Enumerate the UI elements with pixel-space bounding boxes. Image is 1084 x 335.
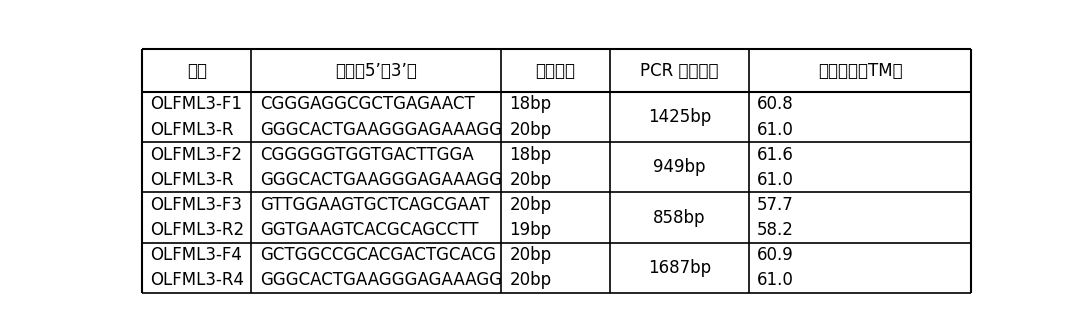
Text: 20bp: 20bp — [509, 246, 552, 264]
Text: 1687bp: 1687bp — [648, 259, 711, 277]
Text: 858bp: 858bp — [654, 209, 706, 226]
Text: 61.0: 61.0 — [757, 271, 795, 289]
Text: OLFML3-R2: OLFML3-R2 — [151, 221, 245, 239]
Text: PCR 产物大小: PCR 产物大小 — [641, 62, 719, 79]
Text: OLFML3-R: OLFML3-R — [151, 121, 234, 138]
Text: 949bp: 949bp — [654, 158, 706, 176]
Text: 57.7: 57.7 — [757, 196, 793, 214]
Text: 19bp: 19bp — [509, 221, 552, 239]
Text: 退火温度（TM）: 退火温度（TM） — [817, 62, 902, 79]
Text: OLFML3-F4: OLFML3-F4 — [151, 246, 243, 264]
Text: OLFML3-F2: OLFML3-F2 — [151, 146, 243, 164]
Text: OLFML3-F3: OLFML3-F3 — [151, 196, 243, 214]
Text: 序列（5’－3’）: 序列（5’－3’） — [335, 62, 417, 79]
Text: CGGGAGGCGCTGAGAACT: CGGGAGGCGCTGAGAACT — [260, 95, 475, 113]
Text: OLFML3-R: OLFML3-R — [151, 171, 234, 189]
Text: 引物: 引物 — [186, 62, 207, 79]
Text: OLFML3-R4: OLFML3-R4 — [151, 271, 245, 289]
Text: GGGCACTGAAGGGAGAAAGG: GGGCACTGAAGGGAGAAAGG — [260, 121, 502, 138]
Text: 20bp: 20bp — [509, 271, 552, 289]
Text: GCTGGCCGCACGACTGCACG: GCTGGCCGCACGACTGCACG — [260, 246, 495, 264]
Text: OLFML3-F1: OLFML3-F1 — [151, 95, 243, 113]
Text: 18bp: 18bp — [509, 95, 552, 113]
Text: 61.6: 61.6 — [757, 146, 795, 164]
Text: 20bp: 20bp — [509, 196, 552, 214]
Text: CGGGGGTGGTGACTTGGA: CGGGGGTGGTGACTTGGA — [260, 146, 474, 164]
Text: GGGCACTGAAGGGAGAAAGG: GGGCACTGAAGGGAGAAAGG — [260, 171, 502, 189]
Text: 20bp: 20bp — [509, 121, 552, 138]
Text: 20bp: 20bp — [509, 171, 552, 189]
Text: 引物长度: 引物长度 — [535, 62, 576, 79]
Text: 60.8: 60.8 — [757, 95, 793, 113]
Text: 1425bp: 1425bp — [648, 108, 711, 126]
Text: 18bp: 18bp — [509, 146, 552, 164]
Text: GGTGAAGTCACGCAGCCTT: GGTGAAGTCACGCAGCCTT — [260, 221, 478, 239]
Text: 61.0: 61.0 — [757, 171, 795, 189]
Text: GGGCACTGAAGGGAGAAAGG: GGGCACTGAAGGGAGAAAGG — [260, 271, 502, 289]
Text: 61.0: 61.0 — [757, 121, 795, 138]
Text: GTTGGAAGTGCTCAGCGAAT: GTTGGAAGTGCTCAGCGAAT — [260, 196, 489, 214]
Text: 58.2: 58.2 — [757, 221, 795, 239]
Text: 60.9: 60.9 — [757, 246, 793, 264]
